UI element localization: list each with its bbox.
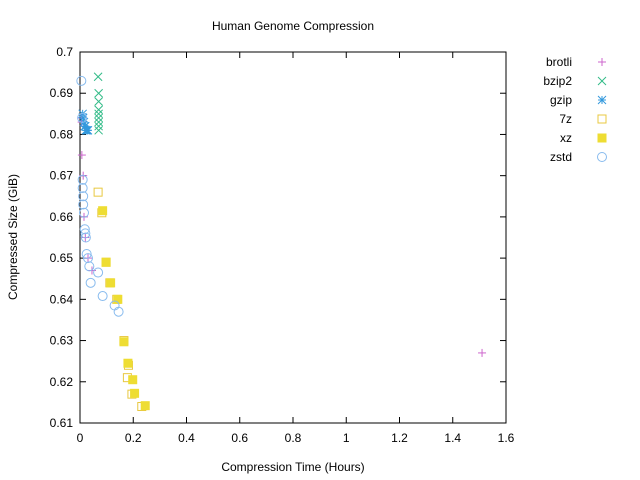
zstd-point	[79, 224, 90, 235]
gzip-point	[83, 125, 93, 135]
zstd-point	[82, 253, 93, 264]
legend-marker-7z	[597, 114, 607, 124]
x-tick-label: 0.8	[285, 431, 302, 445]
zstd-point	[93, 267, 104, 278]
x-tick-label: 1.2	[391, 431, 408, 445]
y-tick-label: 0.69	[50, 86, 74, 100]
bzip2-point	[94, 125, 103, 135]
zstd-point	[97, 291, 108, 302]
zstd-point	[78, 207, 89, 218]
y-tick-label: 0.63	[50, 334, 74, 348]
y-tick-label: 0.64	[50, 292, 74, 306]
x-tick-label: 0.2	[125, 431, 142, 445]
legend-label-gzip: gzip	[550, 93, 572, 107]
7z-point	[93, 187, 103, 197]
y-tick-label: 0.7	[56, 45, 73, 59]
brotli-point	[478, 348, 487, 357]
xz-point	[119, 337, 129, 347]
bzip2-point	[94, 109, 103, 119]
y-tick-label: 0.62	[50, 375, 74, 389]
legend-label-xz: xz	[560, 131, 572, 145]
legend-marker-gzip	[597, 95, 607, 105]
chart-title: Human Genome Compression	[212, 19, 374, 33]
x-tick-label: 1.4	[444, 431, 461, 445]
legend-label-bzip2: bzip2	[543, 74, 572, 88]
legend-label-zstd: zstd	[550, 150, 572, 164]
bzip2-point	[94, 113, 103, 123]
xz-point	[140, 401, 150, 411]
legend: brotli bzip2 gzip 7z xz zstd	[543, 55, 607, 164]
bzip2-point	[93, 72, 103, 82]
y-tick-label: 0.61	[50, 416, 74, 430]
zstd-point	[76, 75, 87, 86]
zstd-point	[78, 191, 89, 202]
y-tick-label: 0.65	[50, 251, 74, 265]
legend-marker-brotli	[598, 58, 606, 66]
xz-point	[128, 375, 138, 385]
zstd-point	[78, 199, 89, 210]
zstd-point	[77, 174, 88, 185]
y-axis-label: Compressed Size (GiB)	[6, 174, 20, 300]
plot-area	[79, 51, 507, 424]
x-axis-label: Compression Time (Hours)	[221, 460, 364, 474]
legend-marker-xz	[597, 133, 607, 143]
brotli-point	[77, 151, 86, 160]
zstd-point	[81, 248, 92, 259]
data-points	[76, 72, 487, 412]
bzip2-point	[94, 97, 103, 106]
zstd-point	[113, 306, 124, 317]
zstd-point	[77, 112, 88, 123]
legend-marker-zstd	[597, 152, 607, 162]
legend-label-7z: 7z	[559, 112, 572, 126]
legend-marker-bzip2	[597, 76, 607, 86]
zstd-point	[84, 261, 95, 272]
legend-label-brotli: brotli	[546, 55, 572, 69]
zstd-point	[85, 277, 96, 288]
axis-ticks: 0 0.2 0.4 0.6 0.8 1 1.2 1.4 1.6 0.61 0.62 0.63 0.64 0…	[50, 45, 515, 445]
bzip2-point	[94, 105, 103, 115]
xz-point	[123, 358, 133, 368]
zstd-point	[80, 232, 91, 243]
zstd-point	[80, 228, 91, 239]
y-tick-label: 0.66	[50, 210, 74, 224]
zstd-point	[77, 183, 88, 194]
x-tick-label: 0.6	[231, 431, 248, 445]
y-tick-label: 0.67	[50, 169, 74, 183]
x-tick-label: 0	[77, 431, 84, 445]
xz-point	[98, 206, 108, 216]
x-tick-label: 1.6	[498, 431, 515, 445]
xz-point	[130, 388, 140, 398]
x-tick-label: 1	[343, 431, 350, 445]
xz-point	[113, 294, 123, 304]
bzip2-point	[94, 88, 103, 98]
xz-point	[106, 278, 116, 288]
bzip2-point	[94, 121, 103, 131]
y-tick-label: 0.68	[50, 127, 74, 141]
xz-point	[101, 257, 111, 267]
x-tick-label: 0.4	[178, 431, 195, 445]
bzip2-point	[94, 117, 103, 127]
